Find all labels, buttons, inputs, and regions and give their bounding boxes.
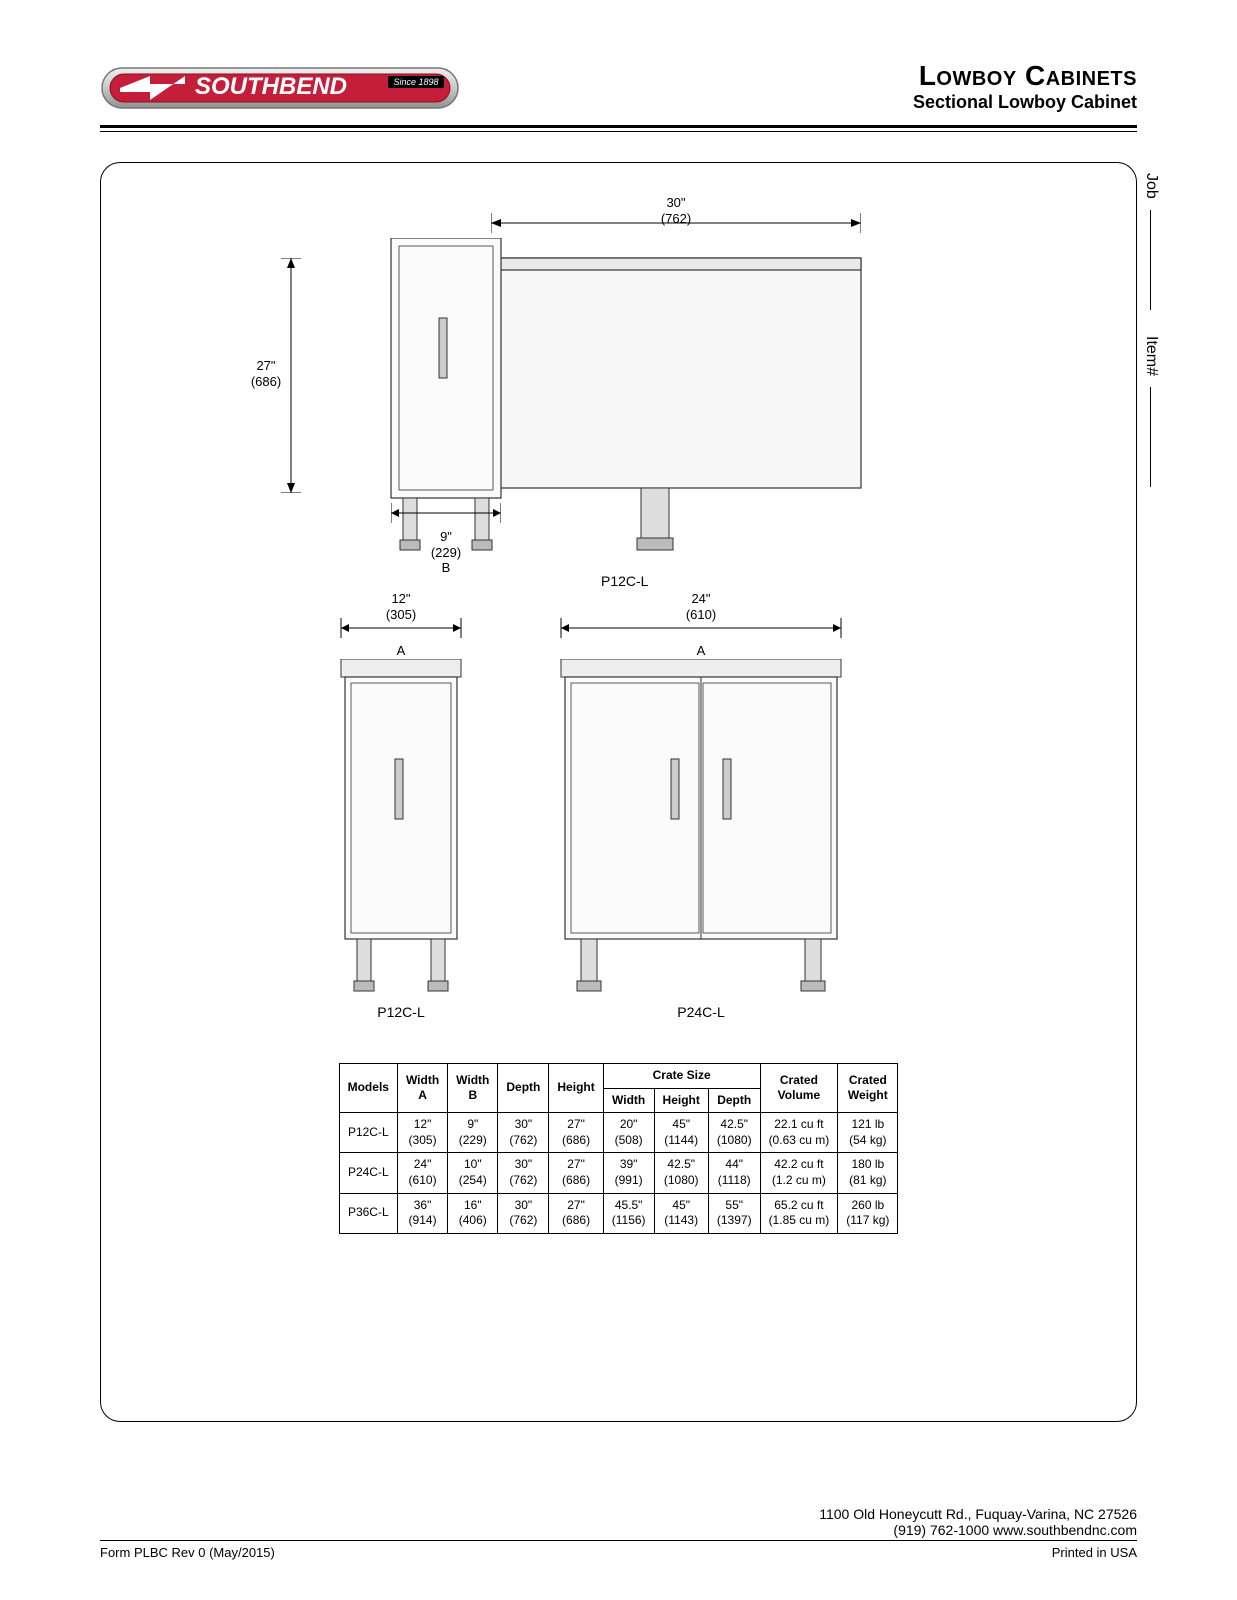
model-label-left: P12C-L <box>331 1004 471 1020</box>
cabinet-p12-front-svg <box>331 659 471 999</box>
table-cell: 27"(686) <box>549 1193 603 1233</box>
model-label-top: P12C-L <box>601 573 648 589</box>
th-crate-h: Height <box>654 1088 708 1113</box>
side-labels: Job Item# <box>1142 173 1160 493</box>
cabinet-p24-front-svg <box>551 659 851 999</box>
footer-printed: Printed in USA <box>1052 1545 1137 1560</box>
table-cell: 36"(914) <box>397 1193 447 1233</box>
title-block: Lowboy Cabinets Sectional Lowboy Cabinet <box>913 60 1137 113</box>
table-cell: 20"(508) <box>603 1113 654 1153</box>
dim-l-in: 12" <box>391 591 410 606</box>
spec-table: Models WidthA WidthB Depth Height Crate … <box>339 1063 899 1234</box>
logo-text: SOUTHBEND <box>195 73 347 100</box>
table-cell: 42.5"(1080) <box>708 1113 760 1153</box>
doc-title: Lowboy Cabinets <box>913 60 1137 92</box>
table-cell: 44"(1118) <box>708 1153 760 1193</box>
table-cell: 10"(254) <box>448 1153 498 1193</box>
footer-address-block: 1100 Old Honeycutt Rd., Fuquay-Varina, N… <box>100 1506 1137 1541</box>
th-crate-d: Depth <box>708 1088 760 1113</box>
table-row: P24C-L24"(610)10"(254)30"(762)27"(686)39… <box>339 1153 898 1193</box>
svg-text:Since 1898: Since 1898 <box>393 77 438 87</box>
table-row: P12C-L12"(305)9"(229)30"(762)27"(686)20"… <box>339 1113 898 1153</box>
job-label: Job <box>1142 173 1160 199</box>
table-cell: 180 lb(81 kg) <box>838 1153 898 1193</box>
th-depth: Depth <box>498 1064 549 1113</box>
th-crate-w: Width <box>603 1088 654 1113</box>
table-cell: P24C-L <box>339 1153 397 1193</box>
dim-r-mm: (610) <box>686 607 716 622</box>
table-cell: 39"(991) <box>603 1153 654 1193</box>
header-rule <box>100 125 1137 132</box>
table-cell: 9"(229) <box>448 1113 498 1153</box>
dim-depth-mm: (762) <box>661 211 691 226</box>
table-cell: 65.2 cu ft(1.85 cu m) <box>760 1193 838 1233</box>
dim-height-in: 27" <box>256 358 275 373</box>
table-cell: 30"(762) <box>498 1193 549 1233</box>
table-cell: 45.5"(1156) <box>603 1193 654 1233</box>
table-cell: 12"(305) <box>397 1113 447 1153</box>
footer-form: Form PLBC Rev 0 (May/2015) <box>100 1545 275 1560</box>
table-cell: 24"(610) <box>397 1153 447 1193</box>
th-weight: CratedWeight <box>838 1064 898 1113</box>
th-widthA: WidthA <box>397 1064 447 1113</box>
table-cell: 30"(762) <box>498 1153 549 1193</box>
dim-wb-in: 9" <box>440 529 452 544</box>
dim-l-mm: (305) <box>386 607 416 622</box>
page-header: SOUTHBEND Since 1898 Lowboy Cabinets Sec… <box>100 60 1137 115</box>
spec-sheet-page: SOUTHBEND Since 1898 Lowboy Cabinets Sec… <box>0 0 1237 1600</box>
table-row: P36C-L36"(914)16"(406)30"(762)27"(686)45… <box>339 1193 898 1233</box>
footer-address: 1100 Old Honeycutt Rd., Fuquay-Varina, N… <box>819 1506 1137 1522</box>
table-cell: 27"(686) <box>549 1153 603 1193</box>
item-label: Item# <box>1142 336 1160 376</box>
doc-subtitle: Sectional Lowboy Cabinet <box>913 92 1137 113</box>
table-cell: 121 lb(54 kg) <box>838 1113 898 1153</box>
table-cell: P12C-L <box>339 1113 397 1153</box>
th-widthB: WidthB <box>448 1064 498 1113</box>
table-cell: 55"(1397) <box>708 1193 760 1233</box>
model-label-right: P24C-L <box>551 1004 851 1020</box>
dim-r-lbl: A <box>697 643 706 658</box>
footer-contact: (919) 762-1000 www.southbendnc.com <box>893 1522 1137 1538</box>
table-cell: 22.1 cu ft(0.63 cu m) <box>760 1113 838 1153</box>
table-cell: 27"(686) <box>549 1113 603 1153</box>
southbend-logo: SOUTHBEND Since 1898 <box>100 60 460 115</box>
drawing-side-view: 30"(762) 27"(686) <box>121 183 1116 603</box>
page-footer: 1100 Old Honeycutt Rd., Fuquay-Varina, N… <box>100 1506 1137 1560</box>
dim-r-in: 24" <box>691 591 710 606</box>
dim-height-mm: (686) <box>251 374 281 389</box>
table-cell: P36C-L <box>339 1193 397 1233</box>
dim-depth-in: 30" <box>666 195 685 210</box>
dim-wb-lbl: B <box>442 560 451 575</box>
table-cell: 45"(1144) <box>654 1113 708 1153</box>
drawing-front-views: 12"(305) A P12C-L <box>121 613 1116 1063</box>
table-cell: 42.5"(1080) <box>654 1153 708 1193</box>
content-frame: Job Item# 30"(762) 27"(686) <box>100 162 1137 1422</box>
th-height: Height <box>549 1064 603 1113</box>
th-volume: CratedVolume <box>760 1064 838 1113</box>
table-cell: 42.2 cu ft(1.2 cu m) <box>760 1153 838 1193</box>
table-cell: 16"(406) <box>448 1193 498 1233</box>
dim-l-lbl: A <box>397 643 406 658</box>
th-crate: Crate Size <box>603 1064 760 1089</box>
dim-wb-mm: (229) <box>431 545 461 560</box>
table-cell: 260 lb(117 kg) <box>838 1193 898 1233</box>
th-models: Models <box>339 1064 397 1113</box>
table-cell: 45"(1143) <box>654 1193 708 1233</box>
table-cell: 30"(762) <box>498 1113 549 1153</box>
